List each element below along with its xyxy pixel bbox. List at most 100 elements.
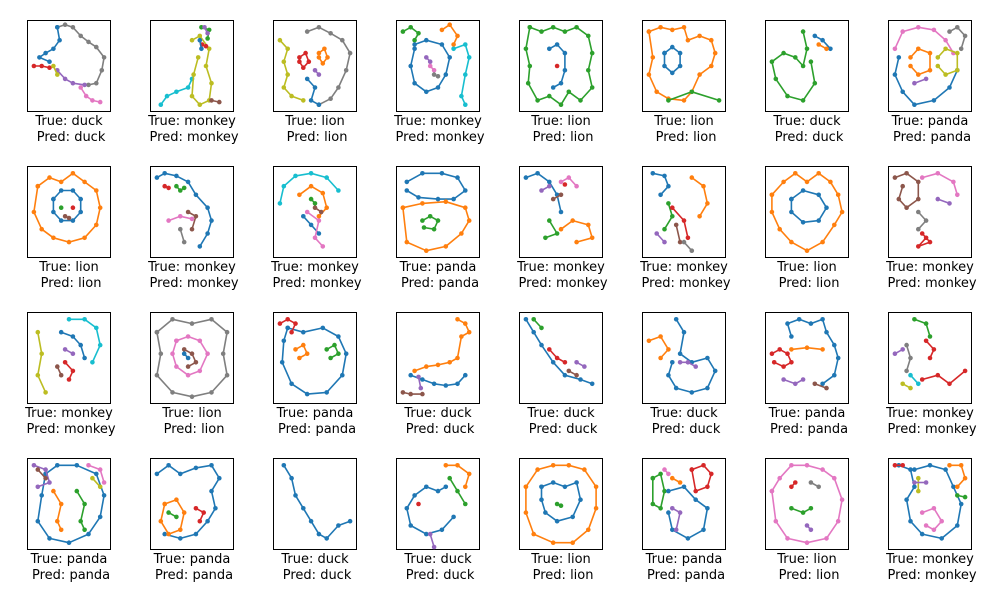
stroke-point: [154, 372, 160, 378]
stroke-point: [57, 37, 62, 43]
stroke-line: [445, 464, 470, 488]
stroke-point: [420, 171, 425, 176]
stroke-line: [540, 481, 582, 523]
true-label: True: panda: [768, 406, 846, 421]
stroke-point: [320, 61, 326, 66]
stroke-point: [943, 46, 948, 52]
stroke-point: [224, 329, 230, 335]
stroke-point: [681, 25, 687, 30]
stroke-point: [463, 102, 468, 107]
pred-label: Pred: monkey: [268, 276, 362, 291]
stroke-point: [82, 317, 87, 322]
stroke-point: [412, 80, 417, 86]
pred-label: Pred: monkey: [883, 568, 977, 583]
panel: True: monkey Pred: monkey: [492, 146, 616, 292]
pred-label: Pred: monkey: [883, 422, 977, 437]
stroke-point: [904, 171, 909, 176]
stroke-point: [328, 96, 333, 101]
stroke-point: [931, 527, 937, 533]
stroke-point: [193, 531, 199, 537]
stroke-point: [550, 360, 556, 365]
stroke-point: [958, 46, 964, 52]
axes-frame: [888, 458, 972, 550]
stroke-point: [709, 471, 714, 477]
panel: True: lion Pred: lion: [246, 0, 370, 146]
pred-label: Pred: lion: [774, 276, 840, 291]
stroke-point: [412, 46, 417, 52]
panel-plot: [27, 458, 111, 550]
true-label: True: duck: [773, 114, 841, 129]
stroke-point: [947, 85, 952, 90]
stroke-point: [923, 235, 929, 241]
stroke-point: [455, 175, 460, 180]
stroke-point: [316, 25, 322, 30]
stroke-point: [205, 518, 210, 524]
stroke-point: [539, 342, 544, 348]
stroke-point: [658, 334, 663, 339]
stroke-point: [566, 368, 572, 374]
stroke-point: [206, 46, 212, 52]
sketch-plot: [396, 458, 480, 550]
stroke-point: [400, 205, 406, 210]
stroke-point: [431, 544, 437, 550]
stroke-point: [670, 70, 675, 76]
stroke-point: [174, 183, 179, 189]
stroke-point: [316, 102, 322, 107]
sketch-plot: [273, 312, 357, 404]
stroke-point: [808, 527, 814, 533]
axes-frame: [888, 312, 972, 404]
stroke-point: [51, 196, 56, 202]
stroke-point: [78, 33, 83, 39]
stroke-point: [562, 29, 568, 34]
stroke-point: [316, 218, 322, 223]
stroke-point: [539, 29, 544, 34]
stroke-point: [543, 235, 548, 241]
stroke-point: [86, 39, 91, 45]
axes-frame: [396, 312, 480, 404]
stroke-point: [955, 68, 960, 73]
stroke-point: [658, 192, 663, 198]
stroke-point: [420, 218, 425, 223]
stroke-point: [666, 471, 671, 477]
stroke-point: [709, 37, 714, 43]
stroke-point: [197, 102, 203, 107]
stroke-point: [689, 467, 695, 472]
stroke-line: [921, 370, 966, 385]
stroke-point: [455, 355, 460, 361]
stroke-point: [424, 531, 429, 537]
stroke-point: [82, 82, 87, 88]
stroke-point: [189, 226, 195, 232]
panel-plot: [519, 458, 603, 550]
stroke-point: [670, 27, 675, 33]
stroke-point: [443, 244, 449, 249]
stroke-line: [80, 87, 101, 103]
true-label: True: monkey: [640, 260, 728, 275]
stroke-point: [912, 317, 917, 322]
stroke-point: [82, 179, 87, 185]
stroke-line: [652, 172, 670, 196]
stroke-point: [209, 390, 214, 395]
stroke-point: [209, 80, 214, 86]
stroke-point: [427, 214, 433, 219]
stroke-point: [58, 218, 64, 223]
stroke-point: [916, 488, 921, 494]
stroke-point: [37, 55, 42, 60]
stroke-point: [78, 85, 83, 90]
stroke-point: [824, 536, 829, 541]
stroke-point: [547, 93, 552, 99]
panel: True: panda Pred: panda: [738, 292, 862, 438]
stroke-point: [677, 239, 683, 245]
stroke-point: [217, 99, 222, 105]
stroke-point: [908, 518, 913, 524]
stroke-point: [804, 463, 810, 468]
stroke-point: [97, 99, 103, 105]
stroke-point: [439, 42, 445, 47]
stroke-point: [773, 518, 779, 524]
stroke-point: [570, 540, 575, 545]
stroke-point: [955, 493, 960, 498]
stroke-point: [336, 334, 341, 339]
stroke-point: [166, 185, 171, 191]
true-label: True: panda: [645, 552, 723, 567]
stroke-line: [402, 200, 470, 252]
stroke-point: [962, 494, 968, 500]
